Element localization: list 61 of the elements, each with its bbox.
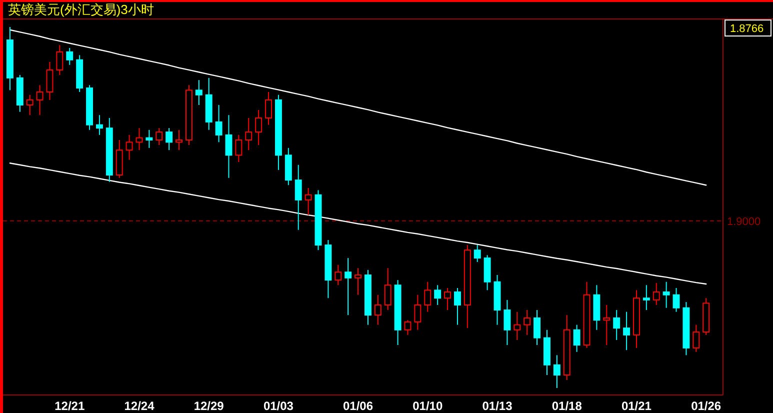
candlestick: [414, 294, 422, 330]
candlestick: [294, 164, 302, 230]
x-tick-label: 01/13: [482, 399, 513, 413]
candlestick: [553, 354, 560, 388]
candlestick: [613, 310, 620, 340]
candlestick: [255, 110, 262, 146]
candlestick: [146, 129, 153, 148]
candlestick: [444, 288, 452, 311]
candlestick: [514, 311, 521, 340]
x-tick-label: 12/24: [124, 399, 155, 413]
candlestick: [245, 117, 252, 151]
candlestick: [534, 310, 541, 346]
candlestick: [56, 44, 64, 76]
candlestick: [672, 288, 680, 312]
candlestick: [195, 80, 202, 106]
candlestick: [96, 114, 103, 136]
x-tick-label: 01/26: [691, 399, 722, 413]
candlestick: [36, 84, 44, 116]
candlestick: [484, 254, 491, 291]
text: 1.8766: [730, 23, 764, 35]
candlestick: [652, 282, 660, 306]
candlestick: [225, 114, 232, 178]
x-tick-label: 01/10: [412, 399, 443, 413]
candlestick: [354, 268, 362, 296]
candlestick: [215, 104, 222, 143]
candlestick: [504, 299, 511, 346]
candlestick: [304, 188, 312, 216]
candlestick: [524, 310, 531, 336]
x-tick-label: 12/29: [194, 399, 224, 413]
x-tick-label: 12/21: [54, 399, 85, 413]
candlestick: [603, 304, 610, 346]
candlestick: [404, 320, 412, 336]
text: 1.9000: [727, 216, 761, 228]
candlestick: [692, 324, 700, 352]
candlestick: [126, 134, 133, 160]
candlestick: [235, 134, 242, 163]
candlestick: [623, 311, 630, 351]
candlestick: [573, 324, 580, 352]
chart-title: 英镑美元(外汇交易)3小时: [8, 2, 154, 17]
candlestick: [26, 94, 34, 116]
candlestick: [344, 258, 352, 316]
candlestick: [66, 47, 74, 66]
candlestick: [642, 284, 650, 311]
x-tick-label: 01/06: [343, 399, 374, 413]
candlestick: [156, 128, 163, 146]
candlestick: [374, 294, 382, 326]
candlestick: [265, 91, 272, 126]
candlestick: [384, 268, 392, 311]
candlestick: [136, 128, 143, 151]
x-tick-label: 01/03: [263, 399, 294, 413]
candlestick: [46, 62, 54, 100]
candlestick: [334, 264, 342, 286]
candlestick: [424, 281, 432, 312]
candlestick: [454, 288, 461, 326]
candlestick: [662, 281, 670, 308]
candlestick: [434, 284, 442, 306]
candlestick: [166, 128, 173, 151]
x-tick-label: 01/18: [552, 399, 582, 413]
x-tick-label: 01/21: [621, 399, 652, 413]
candlestick: [474, 244, 481, 263]
candlestick: [176, 129, 183, 151]
